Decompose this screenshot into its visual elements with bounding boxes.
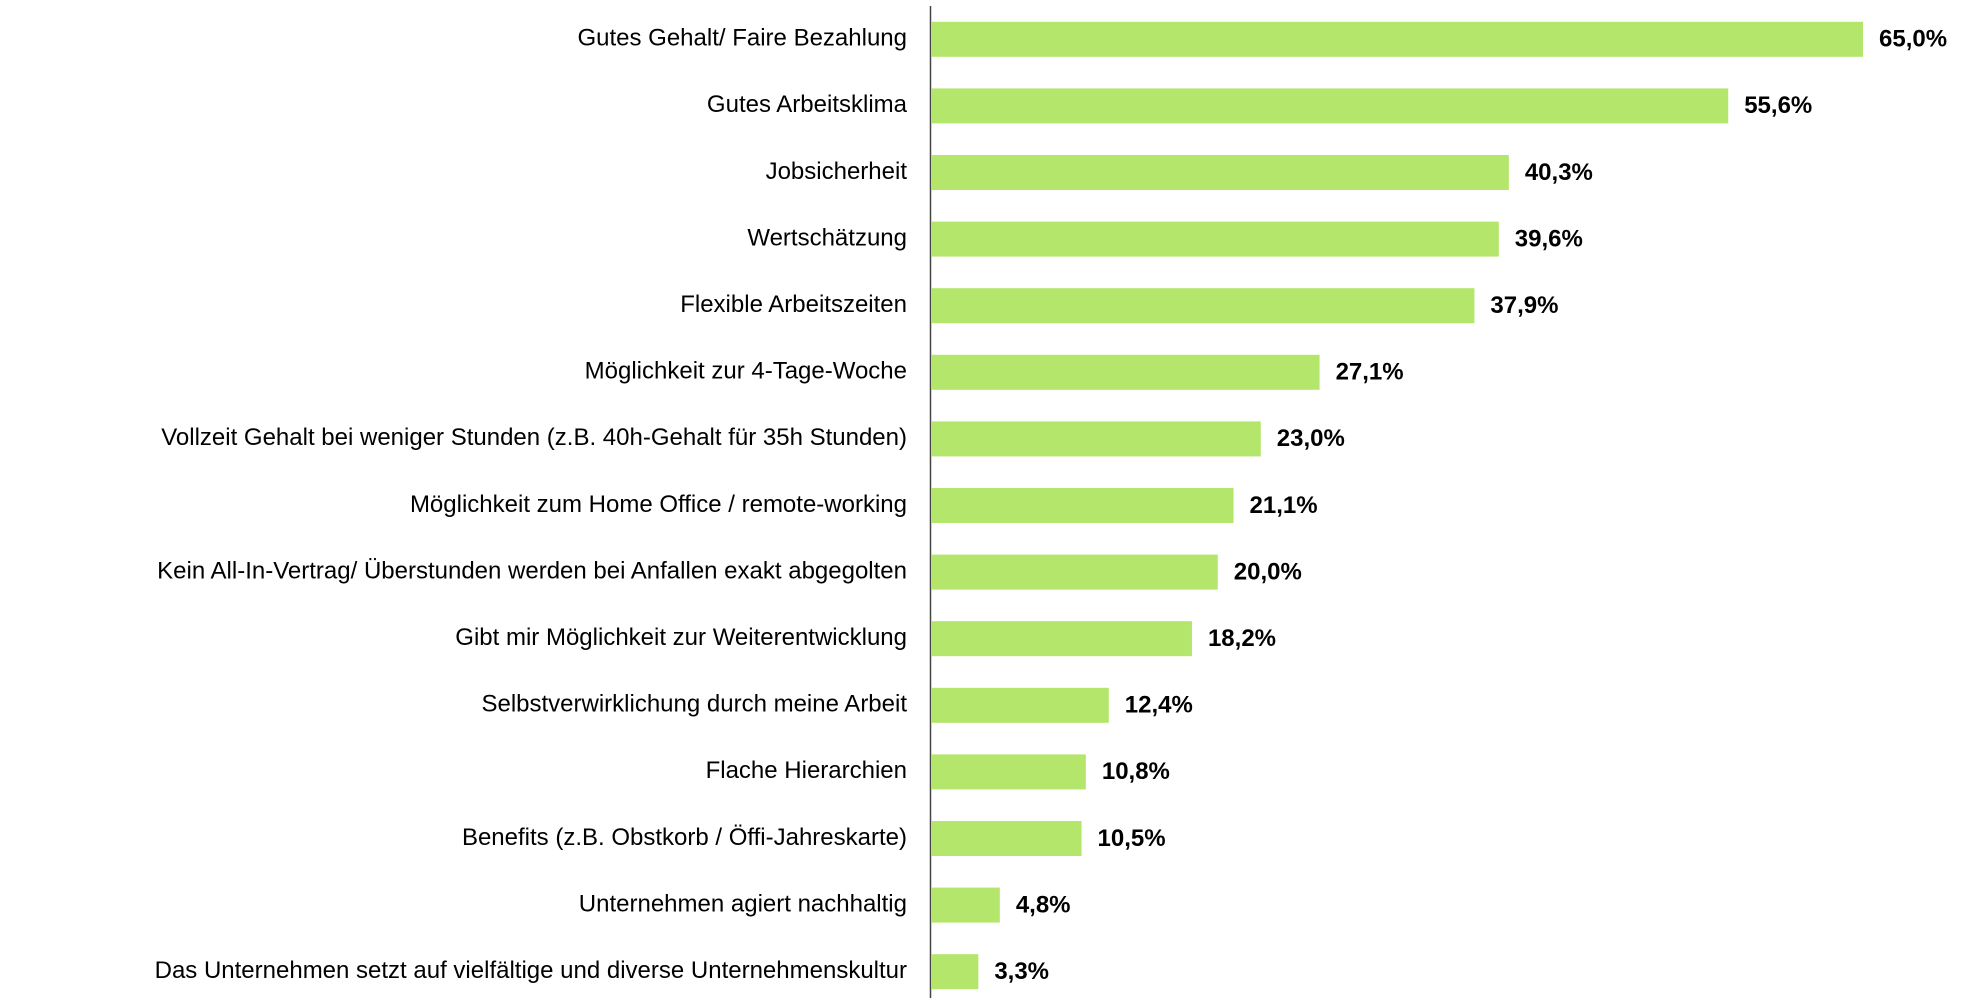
bar (931, 621, 1192, 657)
value-label: 39,6% (1515, 225, 1583, 252)
bar (931, 821, 1082, 856)
bar (931, 687, 1109, 723)
bar (931, 754, 1086, 790)
value-label: 40,3% (1525, 159, 1593, 186)
value-label: 3,3% (994, 958, 1049, 985)
bar (931, 21, 1863, 57)
bar (931, 488, 1234, 523)
value-label: 4,8% (1016, 891, 1071, 918)
bar (931, 221, 1499, 257)
category-label: Gutes Gehalt/ Faire Bezahlung (577, 25, 907, 52)
value-label: 27,1% (1336, 359, 1404, 386)
value-label: 55,6% (1744, 92, 1812, 119)
category-label: Gutes Arbeitsklima (707, 91, 908, 118)
value-label: 37,9% (1490, 292, 1558, 319)
value-label: 10,5% (1098, 825, 1166, 852)
category-label: Möglichkeit zum Home Office / remote-wor… (410, 491, 907, 518)
value-label: 10,8% (1102, 758, 1170, 785)
category-label: Unternehmen agiert nachhaltig (579, 890, 907, 917)
category-label: Flexible Arbeitszeiten (680, 291, 907, 318)
category-label: Flache Hierarchien (706, 757, 907, 784)
category-label: Jobsicherheit (766, 158, 908, 185)
value-label: 20,0% (1234, 558, 1302, 585)
category-label: Wertschätzung (747, 224, 907, 251)
bar (931, 88, 1729, 124)
value-label: 65,0% (1879, 26, 1947, 53)
value-label: 23,0% (1277, 425, 1345, 452)
category-label: Vollzeit Gehalt bei weniger Stunden (z.B… (161, 424, 907, 451)
category-label: Das Unternehmen setzt auf vielfältige un… (155, 957, 907, 984)
bar (931, 155, 1509, 190)
bar (931, 954, 979, 990)
category-label: Gibt mir Möglichkeit zur Weiterentwicklu… (455, 624, 907, 651)
bar (931, 421, 1261, 457)
category-label: Benefits (z.B. Obstkorb / Öffi-Jahreskar… (462, 824, 907, 851)
value-label: 21,1% (1250, 492, 1318, 519)
category-label: Selbstverwirklichung durch meine Arbeit (481, 691, 907, 718)
category-label: Möglichkeit zur 4-Tage-Woche (585, 358, 907, 385)
bar (931, 288, 1475, 324)
bar (931, 354, 1320, 390)
value-label: 18,2% (1208, 625, 1276, 652)
value-label: 12,4% (1125, 692, 1193, 719)
bar (931, 554, 1218, 590)
bar (931, 887, 1000, 923)
category-label: Kein All-In-Vertrag/ Überstunden werden … (157, 557, 907, 584)
